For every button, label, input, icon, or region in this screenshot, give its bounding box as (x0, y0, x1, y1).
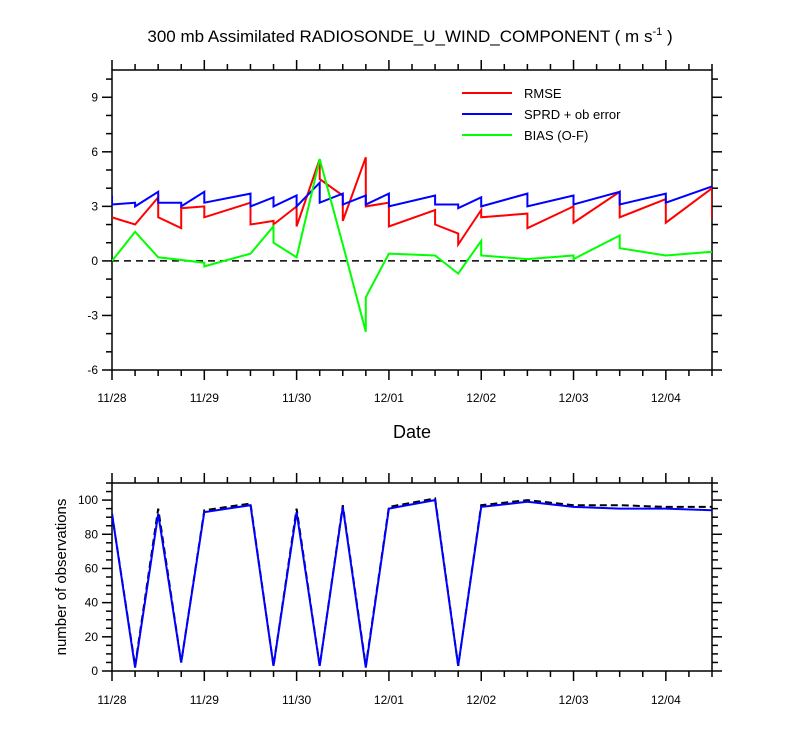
chart-title-main: 300 mb Assimilated RADIOSONDE_U_WIND_COM… (147, 27, 652, 46)
y-tick-label: 80 (85, 527, 99, 541)
y-tick-label: 3 (91, 199, 98, 213)
y-tick-label: 9 (91, 90, 98, 104)
x-tick-label: 12/02 (466, 391, 496, 405)
x-tick-label: 12/02 (466, 693, 496, 707)
chart-title: 300 mb Assimilated RADIOSONDE_U_WIND_COM… (147, 26, 672, 46)
x-tick-label: 12/04 (651, 693, 681, 707)
y-tick-label: 0 (91, 664, 98, 678)
series-line-solid (112, 498, 712, 668)
x-tick-label: 12/04 (651, 391, 681, 405)
series-line-bias-o-f (112, 158, 712, 333)
y-tick-label: 60 (85, 561, 99, 575)
chart-title-superscript: -1 (652, 26, 662, 38)
x-tick-label: 11/30 (282, 693, 311, 707)
plot-frame (111, 69, 713, 371)
top-chart: 11/28 11/29 11/30 12/01 12/02 12/03 12/04 -6 -3 0… (87, 60, 722, 442)
bottom-chart: 11/28 11/29 11/30 12/01 12/02 12/03 12/04 0 20 40… (53, 473, 722, 707)
x-tick-label: 11/28 (97, 391, 126, 405)
legend-label: SPRD + ob error (524, 107, 621, 122)
y-tick-label: 6 (91, 145, 98, 159)
y-tick-label: -3 (87, 308, 98, 322)
y-tick-label: 0 (91, 254, 98, 268)
x-tick-label: 12/03 (559, 391, 589, 405)
y-tick-label: -6 (87, 363, 98, 377)
chart-title-end: ) (662, 27, 672, 46)
x-tick-label: 11/29 (190, 693, 219, 707)
x-tick-label: 12/01 (374, 391, 404, 405)
x-tick-label: 11/28 (97, 693, 126, 707)
series-line-sprd-ob-error (112, 180, 712, 210)
y-axis-label: number of observations (53, 499, 70, 656)
y-tick-label: 100 (78, 493, 98, 507)
legend-label: BIAS (O-F) (524, 128, 588, 143)
x-tick-label: 11/29 (190, 391, 219, 405)
x-tick-label: 12/03 (559, 693, 589, 707)
x-tick-label: 12/01 (374, 693, 404, 707)
plot-frame (111, 482, 713, 672)
x-tick-label: 11/30 (282, 391, 311, 405)
y-tick-label: 20 (85, 630, 99, 644)
legend-label: RMSE (524, 86, 562, 101)
y-tick-label: 40 (85, 596, 99, 610)
x-axis-label: Date (393, 422, 431, 442)
series-line-rmse (112, 156, 712, 248)
